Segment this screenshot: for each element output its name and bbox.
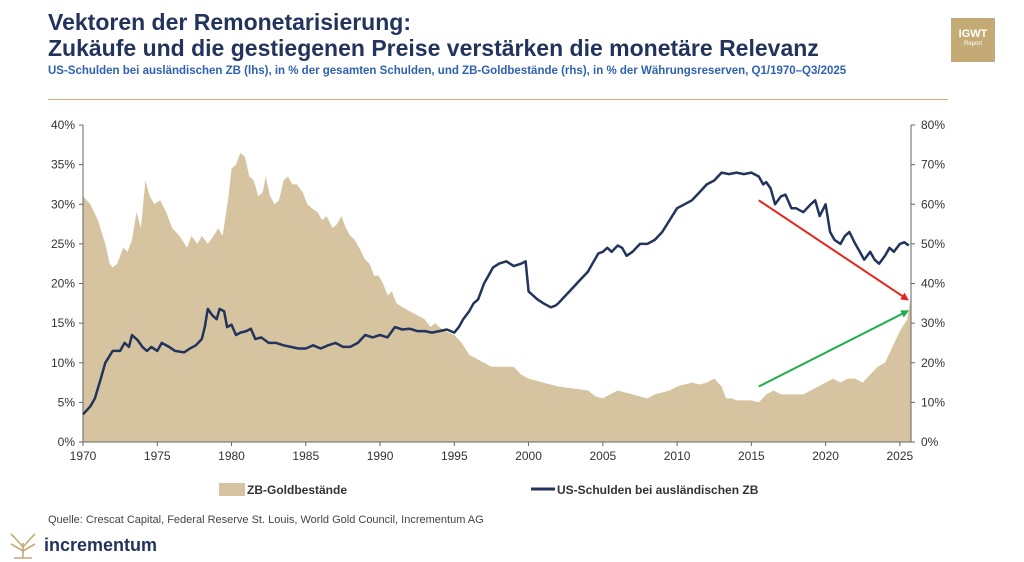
- logo-subtitle: Report: [963, 41, 982, 47]
- chart-subtitle: US-Schulden bei ausländischen ZB (lhs), …: [48, 65, 847, 77]
- igwt-logo: IGWT Report: [951, 18, 995, 62]
- y-left-tick-label: 10%: [51, 356, 75, 370]
- y-left-tick-label: 0%: [58, 435, 76, 449]
- y-right-tick-label: 80%: [921, 118, 945, 132]
- legend-label-debt: US-Schulden bei ausländischen ZB: [557, 483, 759, 497]
- legend-label-gold: ZB-Goldbestände: [247, 483, 347, 497]
- x-tick-label: 2005: [589, 449, 616, 463]
- x-tick-label: 1985: [292, 449, 319, 463]
- y-left-tick-label: 35%: [51, 158, 75, 172]
- chart-svg: 0% 5% 10% 15% 20% 25% 30% 35% 40% 0% 10% 20% 30% 40% 5…: [51, 118, 945, 497]
- x-tick-label: 2020: [812, 449, 839, 463]
- y-right-tick-label: 70%: [921, 158, 945, 172]
- x-tick-label: 2025: [887, 449, 914, 463]
- y-right-tick-label: 30%: [921, 316, 945, 330]
- x-tick-label: 1995: [441, 449, 468, 463]
- y-left-tick-label: 40%: [51, 118, 75, 132]
- trend-arrow-red: [758, 199, 909, 301]
- header-divider: [48, 99, 948, 100]
- x-tick-label: 2000: [515, 449, 542, 463]
- y-left-tick-label: 30%: [51, 197, 75, 211]
- x-tick-label: 1975: [144, 449, 171, 463]
- y-right-tick-label: 60%: [921, 197, 945, 211]
- y-right-tick-label: 10%: [921, 395, 945, 409]
- page-title-line1: Vektoren der Remonetarisierung:: [48, 9, 411, 35]
- y-right-tick-label: 20%: [921, 356, 945, 370]
- x-tick-label: 1970: [70, 449, 97, 463]
- x-tick-label: 1990: [367, 449, 394, 463]
- y-right-tick-label: 50%: [921, 237, 945, 251]
- brand-name: incrementum: [44, 535, 158, 555]
- y-right-tick-label: 0%: [921, 435, 939, 449]
- source-note: Quelle: Crescat Capital, Federal Reserve…: [48, 514, 484, 526]
- y-left-tick-label: 15%: [51, 316, 75, 330]
- legend-swatch-gold: [219, 483, 245, 496]
- y-right-tick-label: 40%: [921, 277, 945, 291]
- series-line-debt: [82, 171, 910, 416]
- x-tick-label: 2010: [664, 449, 691, 463]
- x-tick-label: 1980: [218, 449, 245, 463]
- y-left-tick-label: 5%: [58, 395, 76, 409]
- trend-arrow-green: [758, 310, 910, 388]
- y-left-tick-label: 20%: [51, 277, 75, 291]
- logo-title: IGWT: [958, 28, 988, 40]
- series-area-gold: [83, 152, 911, 442]
- page-title-line2: Zukäufe und die gestiegenen Preise verst…: [48, 35, 819, 61]
- y-left-tick-label: 25%: [51, 237, 75, 251]
- x-tick-label: 2015: [738, 449, 765, 463]
- incrementum-tree-icon: [10, 533, 36, 559]
